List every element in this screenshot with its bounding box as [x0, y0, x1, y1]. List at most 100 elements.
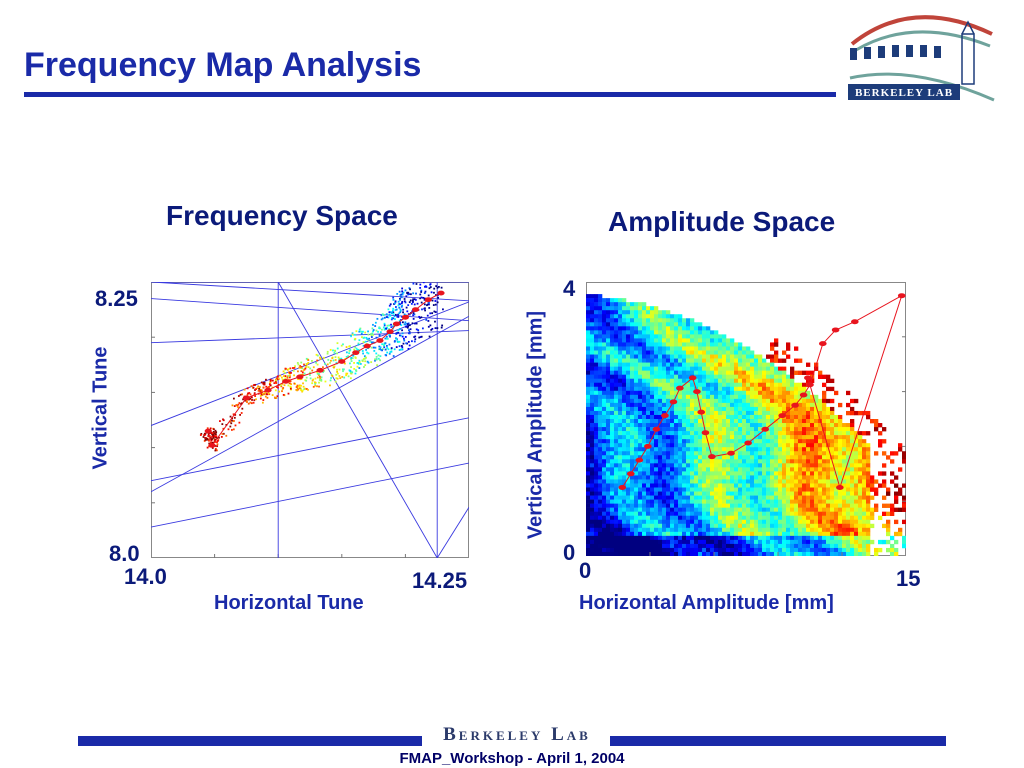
diffusion-cell: [610, 298, 615, 303]
diffusion-cell: [638, 382, 643, 388]
diffusion-cell: [738, 487, 743, 492]
diffusion-cell: [742, 439, 747, 444]
diffusion-cell: [686, 419, 691, 424]
diffusion-cell: [758, 531, 763, 537]
frequency-point: [378, 348, 380, 351]
diffusion-cell: [882, 451, 887, 456]
diffusion-cell: [826, 523, 831, 529]
diffusion-cell: [774, 467, 779, 472]
diffusion-cell: [594, 294, 599, 299]
diffusion-cell: [754, 479, 759, 484]
diffusion-cell: [706, 382, 711, 388]
diffusion-cell: [626, 306, 631, 311]
diffusion-cell: [826, 507, 831, 512]
diffusion-cell: [626, 423, 631, 428]
amplitude-space-title: Amplitude Space: [608, 206, 836, 237]
diffusion-cell: [822, 455, 827, 460]
diffusion-cell: [826, 515, 831, 521]
diffusion-cell: [822, 487, 827, 492]
diffusion-cell: [630, 366, 635, 371]
diffusion-cell: [590, 527, 595, 533]
diffusion-cell: [818, 507, 823, 512]
diffusion-cell: [606, 459, 611, 464]
diffusion-cell: [774, 447, 779, 452]
diffusion-cell: [790, 527, 795, 533]
diffusion-cell: [746, 374, 751, 380]
diffusion-cell: [670, 479, 675, 484]
diffusion-cell: [638, 507, 643, 512]
diffusion-cell: [666, 322, 671, 327]
diffusion-cell: [842, 475, 847, 480]
diffusion-cell: [722, 378, 727, 384]
diffusion-cell: [874, 551, 879, 556]
diffusion-cell: [726, 479, 731, 484]
frequency-point: [421, 308, 423, 311]
diffusion-cell: [646, 334, 651, 339]
frequency-point: [433, 287, 436, 290]
diffusion-cell: [686, 390, 691, 396]
diffusion-cell: [674, 342, 679, 347]
diffusion-cell: [658, 439, 663, 444]
diffusion-cell: [618, 547, 623, 553]
frequency-point: [406, 326, 409, 329]
diffusion-cell: [686, 479, 691, 484]
diffusion-cell: [738, 354, 743, 359]
diffusion-cell: [618, 507, 623, 512]
diffusion-cell: [590, 362, 595, 367]
diffusion-cell: [678, 507, 683, 512]
diffusion-cell: [674, 463, 679, 468]
frequency-point: [366, 351, 368, 354]
diffusion-cell: [806, 451, 811, 456]
diffusion-cell: [850, 475, 855, 480]
diffusion-cell: [702, 547, 707, 553]
diffusion-cell: [590, 531, 595, 537]
diffusion-cell: [670, 507, 675, 512]
frequency-point: [239, 414, 242, 416]
diffusion-cell: [650, 551, 655, 556]
diffusion-cell: [714, 366, 719, 371]
diffusion-cell: [750, 427, 755, 432]
frequency-point: [398, 345, 401, 348]
diffusion-cell: [726, 551, 731, 556]
diffusion-cell: [774, 342, 779, 347]
diffusion-cell: [714, 451, 719, 456]
diffusion-cell: [722, 467, 727, 472]
diffusion-cell: [682, 394, 687, 400]
diffusion-cell: [706, 479, 711, 484]
diffusion-cell: [686, 487, 691, 492]
diffusion-cell: [594, 374, 599, 380]
diffusion-cell: [706, 419, 711, 424]
diffusion-cell: [894, 475, 899, 480]
diffusion-cell: [710, 394, 715, 400]
diffusion-cell: [842, 535, 847, 541]
diffusion-cell: [634, 507, 639, 512]
diffusion-cell: [702, 491, 707, 496]
diffusion-cell: [606, 435, 611, 440]
diffusion-cell: [654, 539, 659, 545]
diffusion-cell: [734, 423, 739, 428]
diffusion-cell: [658, 547, 663, 553]
diffusion-cell: [598, 298, 603, 303]
diffusion-cell: [702, 515, 707, 521]
diffusion-cell: [646, 394, 651, 400]
diffusion-cell: [646, 503, 651, 508]
diffusion-cell: [590, 310, 595, 315]
diffusion-cell: [702, 471, 707, 476]
diffusion-cell: [670, 531, 675, 537]
diffusion-cell: [794, 463, 799, 468]
frequency-point: [222, 418, 224, 421]
diffusion-cell: [642, 318, 647, 323]
frequency-point: [314, 382, 317, 385]
diffusion-cell: [670, 334, 675, 339]
frequency-point: [215, 449, 218, 452]
diffusion-cell: [802, 495, 807, 500]
diffusion-cell: [638, 374, 643, 380]
diffusion-cell: [714, 435, 719, 440]
diffusion-cell: [606, 431, 611, 436]
diffusion-cell: [610, 499, 615, 504]
diffusion-cell: [634, 366, 639, 371]
diffusion-cell: [598, 467, 603, 472]
diffusion-cell: [682, 390, 687, 396]
diffusion-cell: [858, 491, 863, 496]
diffusion-cell: [690, 515, 695, 521]
